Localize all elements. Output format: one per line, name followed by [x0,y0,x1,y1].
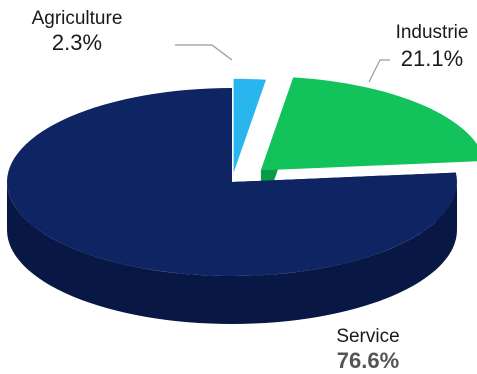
slice-value-service: 76.6% [337,348,399,373]
leader-line-agriculture [175,44,233,61]
slice-label-service: Service [336,326,399,347]
pie-slice-service [7,88,457,276]
slice-value-industrie: 21.1% [401,46,463,71]
pie-slice-side-service [7,182,457,324]
leader-line-industrie [368,59,390,83]
slice-label-agriculture: Agriculture [32,8,123,29]
pie-slice-agriculture [233,78,266,173]
pie-tops [7,77,477,276]
pie-slice-industrie [260,77,477,171]
slice-label-industrie: Industrie [396,22,469,43]
slice-value-agriculture: 2.3% [52,30,102,55]
